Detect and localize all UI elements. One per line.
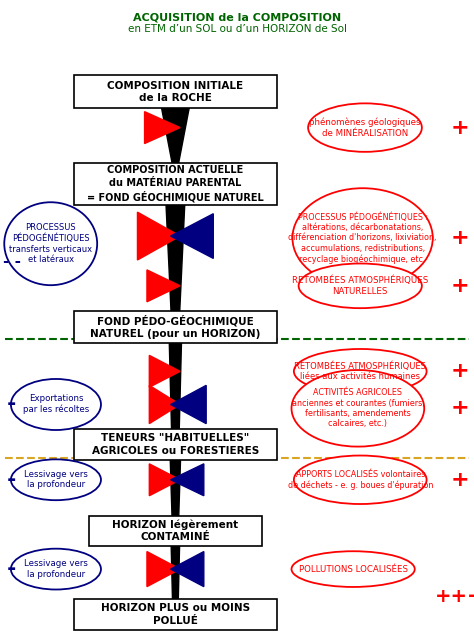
Polygon shape xyxy=(169,340,182,432)
Text: POLLUTIONS LOCALISÉES: POLLUTIONS LOCALISÉES xyxy=(299,565,408,574)
Polygon shape xyxy=(170,457,181,518)
Polygon shape xyxy=(161,106,190,165)
Text: Lessivage vers
la profondeur: Lessivage vers la profondeur xyxy=(24,560,88,579)
Ellipse shape xyxy=(4,202,97,285)
Text: HORIZON PLUS ou MOINS
POLLUÉ: HORIZON PLUS ou MOINS POLLUÉ xyxy=(101,603,250,626)
Text: en ETM d’un SOL ou d’un HORIZON de Sol: en ETM d’un SOL ou d’un HORIZON de Sol xyxy=(128,24,346,34)
Text: +: + xyxy=(450,361,469,382)
Text: Exportations
par les récoltes: Exportations par les récoltes xyxy=(23,394,89,415)
Ellipse shape xyxy=(292,370,424,447)
Polygon shape xyxy=(171,214,213,258)
Polygon shape xyxy=(149,385,180,424)
Ellipse shape xyxy=(11,459,101,500)
Polygon shape xyxy=(149,355,180,387)
FancyBboxPatch shape xyxy=(74,429,277,460)
FancyBboxPatch shape xyxy=(74,311,277,343)
Text: +++: +++ xyxy=(435,587,474,606)
Polygon shape xyxy=(171,385,206,424)
Polygon shape xyxy=(171,551,204,587)
FancyBboxPatch shape xyxy=(74,75,277,108)
Text: COMPOSITION INITIALE
de la ROCHE: COMPOSITION INITIALE de la ROCHE xyxy=(107,80,244,103)
Polygon shape xyxy=(171,544,180,602)
Text: ACQUISITION de la COMPOSITION: ACQUISITION de la COMPOSITION xyxy=(133,13,341,23)
FancyBboxPatch shape xyxy=(89,516,262,546)
Polygon shape xyxy=(147,551,180,587)
Ellipse shape xyxy=(11,379,101,430)
Text: +: + xyxy=(450,276,469,296)
Polygon shape xyxy=(147,270,180,302)
Ellipse shape xyxy=(294,349,427,394)
Ellipse shape xyxy=(299,263,422,308)
Polygon shape xyxy=(149,464,180,496)
Text: APPORTS LOCALISÉS volontaires
de déchets - e. g. boues d'épuration: APPORTS LOCALISÉS volontaires de déchets… xyxy=(288,470,433,490)
Text: phénomènes géologiques
de MINÉRALISATION: phénomènes géologiques de MINÉRALISATION xyxy=(309,117,421,138)
Polygon shape xyxy=(171,464,204,496)
Ellipse shape xyxy=(308,103,422,152)
Text: COMPOSITION ACTUELLE
du MATÉRIAU PARENTAL
= FOND GÉOCHIMIQUE NATUREL: COMPOSITION ACTUELLE du MATÉRIAU PARENTA… xyxy=(87,165,264,202)
Text: -: - xyxy=(7,559,17,579)
Text: +: + xyxy=(450,228,469,248)
Text: -: - xyxy=(7,394,17,415)
FancyBboxPatch shape xyxy=(74,163,277,205)
Text: Lessivage vers
la profondeur: Lessivage vers la profondeur xyxy=(24,470,88,489)
Text: ACTIVITÉS AGRICOLES
anciennes et courantes (fumiers,
fertilisants, amendements
c: ACTIVITÉS AGRICOLES anciennes et courant… xyxy=(292,388,424,429)
Polygon shape xyxy=(137,212,180,260)
Text: TENEURS "HABITUELLES"
AGRICOLES ou FORESTIERES: TENEURS "HABITUELLES" AGRICOLES ou FORES… xyxy=(92,433,259,456)
Ellipse shape xyxy=(11,549,101,590)
Text: HORIZON légèrement
CONTAMINÉ: HORIZON légèrement CONTAMINÉ xyxy=(112,519,238,542)
Text: PROCESSUS PÉDOGÉNÉTIQUES :
altérations, décarbonatations,
différenciation d'hori: PROCESSUS PÉDOGÉNÉTIQUES : altérations, … xyxy=(288,212,437,264)
FancyBboxPatch shape xyxy=(74,599,277,630)
Polygon shape xyxy=(166,202,185,313)
Ellipse shape xyxy=(292,188,433,288)
Ellipse shape xyxy=(292,551,415,587)
Text: RETOMBÉES ATMOSPHÉRIQUES
liées aux activités humaines: RETOMBÉES ATMOSPHÉRIQUES liées aux activ… xyxy=(294,361,426,382)
Text: RETOMBÉES ATMOSPHÉRIQUES
NATURELLES: RETOMBÉES ATMOSPHÉRIQUES NATURELLES xyxy=(292,276,428,296)
Text: +: + xyxy=(450,117,469,138)
Text: - -: - - xyxy=(3,254,21,269)
Text: FOND PÉDO-GÉOCHIMIQUE
NATUREL (pour un HORIZON): FOND PÉDO-GÉOCHIMIQUE NATUREL (pour un H… xyxy=(90,315,261,339)
Ellipse shape xyxy=(294,456,427,504)
Text: +: + xyxy=(450,398,469,419)
Text: PROCESSUS
PÉDOGÉNÉTIQUES
transferts verticaux
et latéraux: PROCESSUS PÉDOGÉNÉTIQUES transferts vert… xyxy=(9,223,92,264)
Text: +: + xyxy=(450,470,469,490)
Text: -: - xyxy=(7,470,17,490)
Polygon shape xyxy=(145,112,180,144)
